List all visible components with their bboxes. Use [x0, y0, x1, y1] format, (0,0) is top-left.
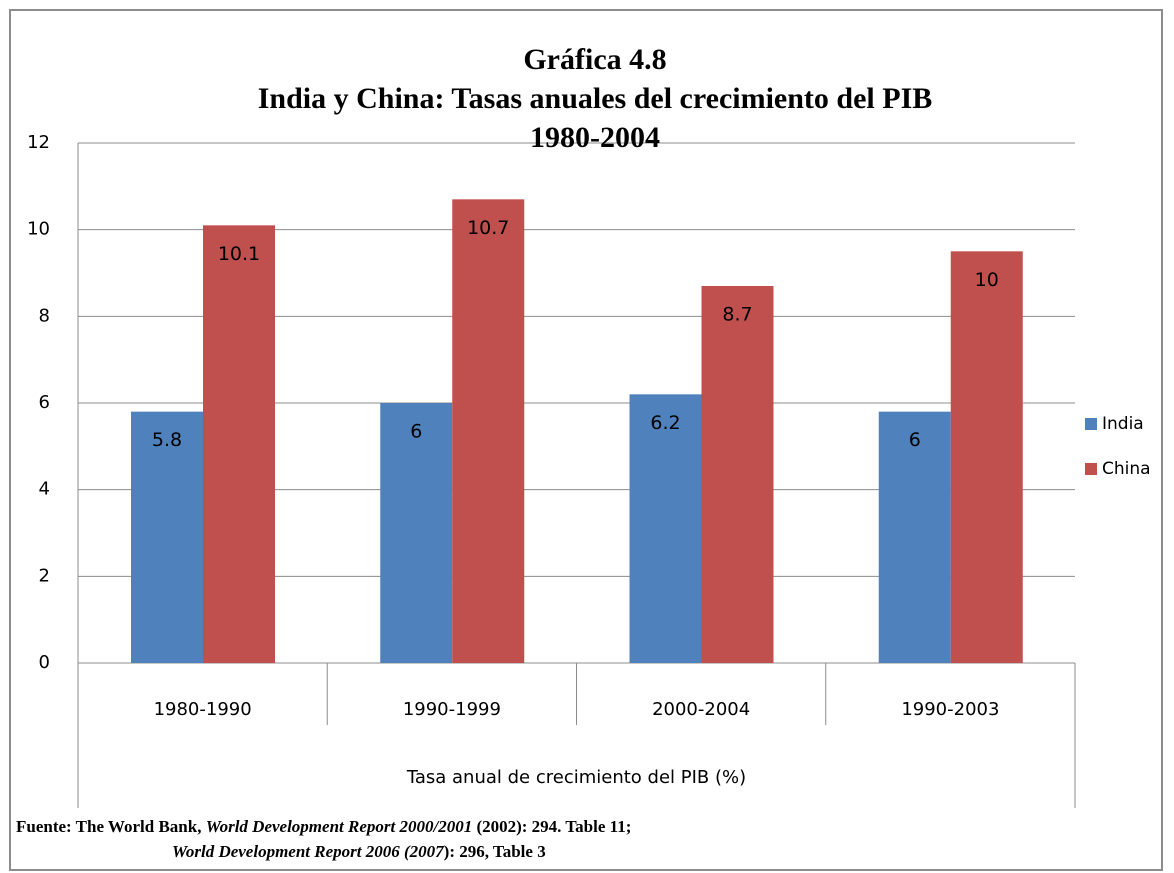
y-tick-label: 10 — [27, 219, 50, 240]
source-segment: ): 296, Table 3 — [444, 842, 546, 861]
source-segment: World Development Report 2000/2001 — [206, 817, 472, 836]
legend-label: China — [1102, 459, 1151, 479]
bar — [629, 394, 702, 663]
x-tick-label: 2000-2004 — [652, 699, 750, 720]
chart-title: Gráfica 4.8 — [523, 43, 666, 76]
x-tick-label: 1990-2003 — [901, 699, 999, 720]
source-segment: Fuente: The World Bank, — [16, 817, 206, 836]
legend-swatch — [1085, 463, 1097, 475]
data-label: 10.1 — [218, 243, 260, 265]
bar — [203, 225, 275, 664]
y-tick-label: 8 — [39, 305, 50, 326]
source-segment: World Development Report 2006 (2007 — [172, 842, 445, 861]
data-label: 10 — [975, 269, 999, 291]
chart-title: 1980-2004 — [530, 121, 660, 154]
bar — [131, 411, 203, 663]
source-note: World Development Report 2006 (2007): 29… — [172, 842, 546, 861]
y-tick-label: 6 — [39, 392, 50, 413]
data-label: 6 — [410, 421, 422, 443]
bar — [380, 403, 453, 663]
y-tick-label: 12 — [27, 132, 50, 153]
bar — [878, 411, 951, 663]
bar — [701, 286, 774, 663]
y-tick-label: 0 — [39, 652, 50, 673]
y-tick-label: 4 — [39, 479, 50, 500]
legend-label: India — [1102, 414, 1144, 434]
source-segment: (2002): 294. Table 11; — [472, 817, 631, 836]
x-axis-title: Tasa anual de crecimiento del PIB (%) — [406, 767, 746, 788]
bar — [950, 251, 1023, 664]
data-label: 8.7 — [722, 304, 752, 326]
source-note: Fuente: The World Bank, World Developmen… — [16, 817, 631, 836]
y-tick-label: 2 — [39, 565, 50, 586]
data-label: 5.8 — [152, 429, 182, 451]
x-tick-label: 1990-1999 — [403, 699, 501, 720]
data-label: 6 — [909, 429, 921, 451]
data-label: 6.2 — [650, 412, 680, 434]
chart-title: India y China: Tasas anuales del crecimi… — [258, 82, 933, 115]
x-tick-label: 1980-1990 — [154, 699, 252, 720]
data-label: 10.7 — [467, 217, 509, 239]
legend-swatch — [1085, 418, 1097, 430]
bar — [452, 199, 525, 664]
